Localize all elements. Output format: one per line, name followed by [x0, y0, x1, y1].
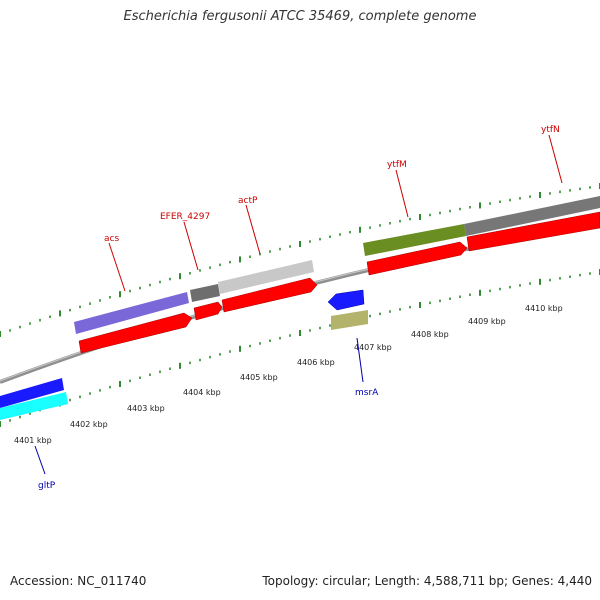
ytfm-leader-line: [395, 169, 409, 218]
scale-label-4401: 4401 kbp: [14, 436, 52, 445]
scale-label-4408: 4408 kbp: [411, 330, 449, 339]
gene-label-efer-4297[interactable]: EFER_4297: [160, 212, 210, 222]
topology-summary: Topology: circular; Length: 4,588,711 bp…: [262, 574, 592, 588]
accession-text: Accession: NC_011740: [10, 574, 147, 588]
msra-leader-line: [356, 337, 364, 383]
gene-label-acs[interactable]: acs: [104, 234, 119, 244]
efer-4297-gene-arrow[interactable]: [193, 301, 223, 321]
gltp-leader-line: [34, 445, 46, 475]
actp-gene-arrow[interactable]: [221, 277, 318, 313]
efer-4297-feature-bar[interactable]: [190, 284, 220, 302]
gene-label-ytfm[interactable]: ytfM: [387, 160, 407, 170]
scale-label-4404: 4404 kbp: [183, 388, 221, 397]
scale-label-4402: 4402 kbp: [70, 420, 108, 429]
scale-label-4407: 4407 kbp: [354, 343, 392, 352]
scale-label-4405: 4405 kbp: [240, 373, 278, 382]
scale-label-4406: 4406 kbp: [297, 358, 335, 367]
gene-label-gltp[interactable]: gltP: [38, 481, 56, 491]
acs-feature-bar[interactable]: [74, 292, 189, 334]
map-title: Escherichia fergusonii ATCC 35469, compl…: [123, 9, 477, 24]
gene-label-ytfn[interactable]: ytfN: [541, 125, 560, 135]
scale-label-4410: 4410 kbp: [525, 304, 563, 313]
ytfm-feature-bar[interactable]: [363, 224, 466, 256]
ytfm-gene-arrow[interactable]: [366, 241, 468, 276]
actp-leader-line: [245, 204, 261, 255]
scale-label-4409: 4409 kbp: [468, 317, 506, 326]
gltp-feature-bar-cyan[interactable]: [0, 392, 68, 420]
efer-4297-leader-line: [183, 221, 199, 271]
outer-tick-ring: [0, 183, 600, 337]
scale-label-4403: 4403 kbp: [127, 404, 165, 413]
gltp-feature-bar[interactable]: [0, 378, 64, 408]
gene-label-msra[interactable]: msrA: [355, 388, 379, 398]
ytfn-leader-line: [548, 134, 563, 184]
ytfn-gene-arrow[interactable]: [466, 211, 600, 252]
gene-label-actp[interactable]: actP: [238, 196, 258, 206]
acs-leader-line: [108, 242, 126, 292]
msra-gene-arrow[interactable]: [327, 289, 365, 311]
ytfn-feature-bar[interactable]: [464, 196, 600, 236]
acs-gene-arrow[interactable]: [78, 312, 193, 354]
msra-feature-bar[interactable]: [331, 310, 368, 330]
actp-feature-bar[interactable]: [218, 260, 314, 294]
